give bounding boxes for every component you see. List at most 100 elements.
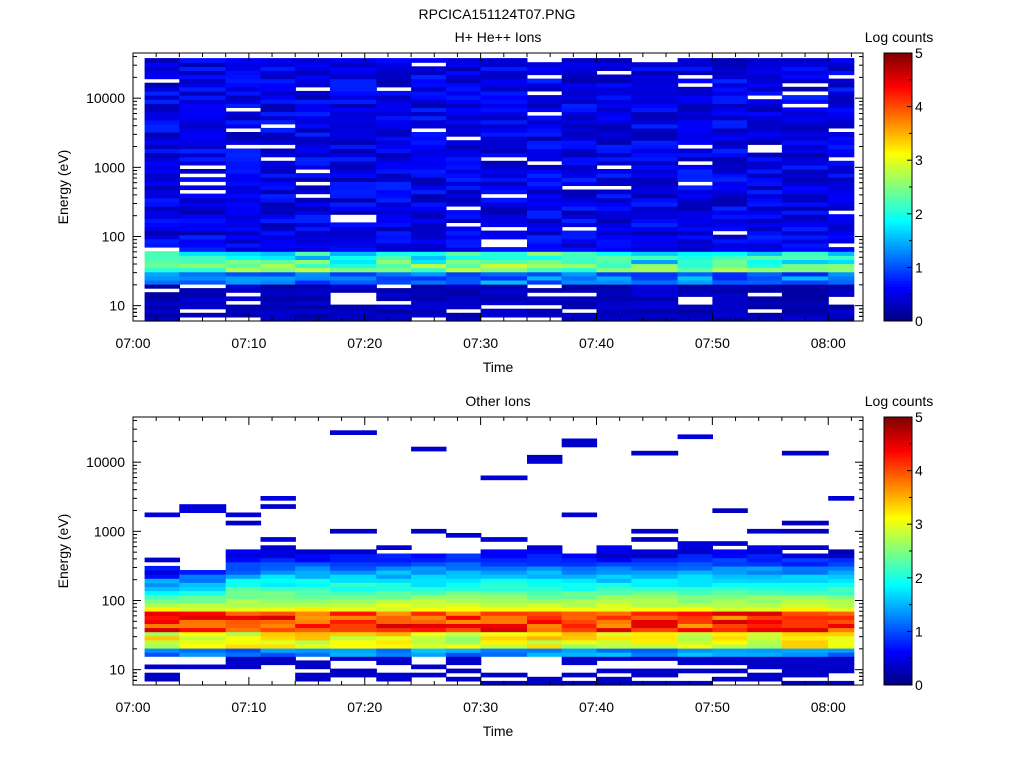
heatmap-cell — [828, 570, 855, 575]
heatmap-cell — [781, 594, 829, 600]
heatmap-cell — [596, 582, 632, 587]
heatmap-cell — [828, 136, 855, 141]
heatmap-cell — [179, 156, 227, 162]
heatmap-cell — [527, 602, 563, 608]
heatmap-cell — [376, 565, 412, 571]
heatmap-cell — [527, 226, 563, 232]
heatmap-cell — [260, 292, 296, 297]
heatmap-cell — [330, 574, 377, 579]
heatmap-cell — [260, 127, 296, 133]
heatmap-cell — [828, 247, 855, 252]
heatmap-cell — [225, 639, 262, 645]
heatmap-cell — [747, 230, 783, 236]
colorbar-segment — [884, 537, 912, 541]
heatmap-cell — [330, 619, 377, 624]
heatmap-cell — [411, 582, 447, 587]
heatmap-cell — [712, 210, 748, 215]
heatmap-cell — [376, 185, 412, 191]
heatmap-cell — [376, 598, 412, 604]
colorbar-segment — [884, 117, 912, 121]
heatmap-cell — [144, 185, 180, 191]
colorbar-segment — [884, 219, 912, 223]
heatmap-cell — [330, 173, 377, 178]
heatmap-cell — [330, 594, 377, 600]
heatmap-cell — [527, 459, 563, 464]
heatmap-cell — [747, 259, 783, 265]
heatmap-cell — [445, 148, 482, 154]
heatmap-cell — [376, 95, 412, 100]
heatmap-cell — [677, 259, 713, 265]
heatmap-cell — [144, 86, 180, 92]
heatmap-cell — [376, 251, 412, 256]
heatmap-cell — [781, 631, 829, 637]
heatmap-cell — [445, 218, 482, 223]
heatmap-cell — [596, 197, 632, 203]
heatmap-cell — [828, 615, 855, 620]
heatmap-cell — [330, 672, 377, 678]
heatmap-cell — [330, 169, 377, 174]
heatmap-cell — [828, 82, 855, 88]
heatmap-cell — [561, 598, 598, 604]
heatmap-cell — [781, 300, 829, 306]
figure-title: RPCICA151124T07.PNG — [419, 6, 576, 22]
heatmap-cell — [411, 623, 447, 629]
heatmap-cell — [596, 95, 632, 100]
heatmap-cell — [631, 308, 679, 314]
heatmap-cell — [225, 308, 262, 314]
heatmap-cell — [631, 570, 679, 575]
heatmap-cell — [677, 169, 713, 174]
heatmap-cell — [376, 164, 412, 170]
heatmap-cell — [445, 90, 482, 96]
heatmap-cell — [376, 271, 412, 277]
heatmap-cell — [631, 226, 679, 232]
heatmap-cell — [411, 627, 447, 633]
colorbar-segment — [884, 211, 912, 215]
heatmap-cell — [747, 615, 783, 620]
heatmap-cell — [295, 623, 331, 629]
heatmap-cell — [712, 62, 748, 67]
heatmap-cell — [411, 111, 447, 117]
heatmap-cell — [677, 90, 713, 96]
heatmap-cell — [445, 316, 482, 322]
colorbar-label: Log counts — [865, 393, 934, 409]
heatmap-cell — [677, 553, 713, 559]
heatmap-cell — [561, 107, 598, 113]
heatmap-cell — [712, 255, 748, 260]
colorbar-segment — [884, 307, 912, 311]
heatmap-cell — [631, 119, 679, 125]
heatmap-cell — [828, 553, 855, 559]
heatmap-cell — [445, 210, 482, 215]
heatmap-cell — [828, 627, 855, 633]
heatmap-cell — [179, 144, 227, 149]
heatmap-cell — [295, 586, 331, 592]
heatmap-cell — [295, 156, 331, 162]
heatmap-cell — [330, 549, 377, 555]
heatmap-cell — [445, 226, 482, 232]
heatmap-cell — [445, 164, 482, 170]
heatmap-cell — [631, 173, 679, 178]
heatmap-cell — [781, 177, 829, 182]
heatmap-cell — [712, 127, 748, 133]
heatmap-cell — [747, 189, 783, 195]
heatmap-cell — [445, 70, 482, 76]
heatmap-cell — [445, 561, 482, 567]
colorbar-segment — [884, 173, 912, 177]
heatmap-cell — [712, 541, 748, 546]
heatmap-cell — [631, 82, 679, 88]
heatmap-cell — [445, 279, 482, 285]
heatmap-cell — [330, 565, 377, 571]
heatmap-cell — [179, 623, 227, 629]
heatmap-cell — [828, 177, 855, 182]
heatmap-cell — [179, 631, 227, 637]
heatmap-cell — [225, 312, 262, 318]
heatmap-cell — [747, 565, 783, 571]
heatmap-cell — [179, 230, 227, 236]
heatmap-cell — [144, 586, 180, 592]
heatmap-cell — [781, 189, 829, 195]
heatmap-cell — [295, 606, 331, 612]
heatmap-cell — [677, 189, 713, 195]
heatmap-cell — [677, 136, 713, 141]
heatmap-cell — [225, 226, 262, 232]
heatmap-cell — [781, 561, 829, 567]
heatmap-cell — [480, 279, 528, 285]
